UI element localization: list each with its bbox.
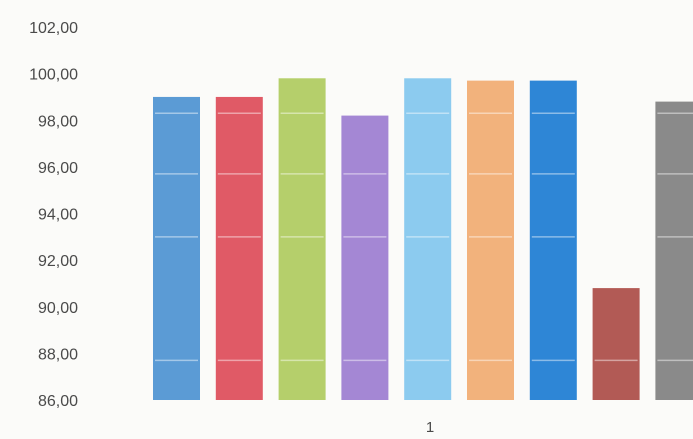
y-tick-label: 100,00 (29, 67, 78, 84)
bar-series-5 (404, 78, 452, 400)
y-tick-label: 102,00 (29, 20, 78, 37)
y-tick-label: 94,00 (38, 207, 78, 224)
y-tick-label: 98,00 (38, 113, 78, 130)
bar-series-9 (655, 101, 693, 400)
bar-series-1 (153, 96, 200, 400)
y-tick-label: 96,00 (38, 160, 78, 177)
bar-series-6 (467, 80, 514, 401)
bar-series-8 (592, 288, 640, 400)
y-axis: 86,00 88,00 90,00 92,00 94,00 96,00 98,00 100,0… (29, 20, 78, 410)
x-category-label: 1 (426, 419, 434, 436)
bars-group (153, 78, 693, 401)
y-tick-label: 92,00 (38, 253, 78, 270)
bar-series-2 (215, 96, 263, 400)
bar-series-4 (341, 115, 389, 401)
bar-series-3 (278, 78, 326, 400)
y-tick-label: 88,00 (38, 346, 78, 363)
bar-series-7 (529, 80, 577, 401)
y-tick-label: 86,00 (38, 393, 78, 410)
y-tick-label: 90,00 (38, 300, 78, 317)
x-axis: 1 (426, 419, 434, 436)
